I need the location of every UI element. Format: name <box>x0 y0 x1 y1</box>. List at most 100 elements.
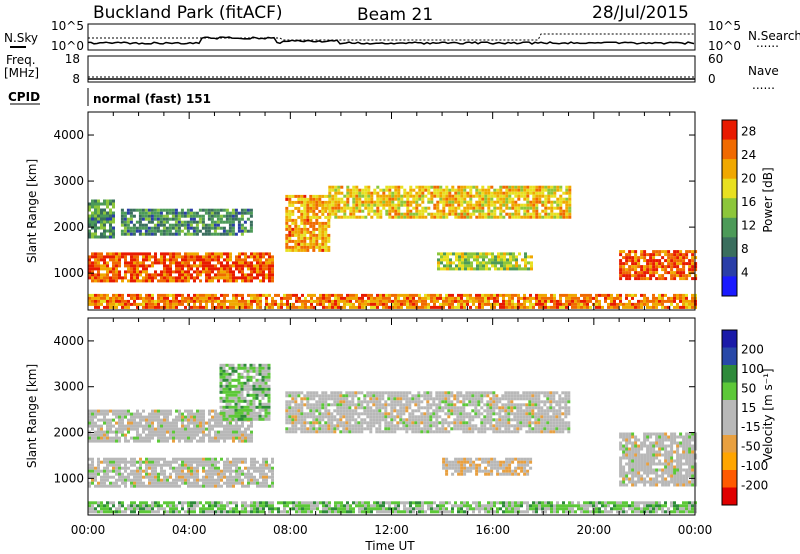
velocity-cell <box>148 412 151 416</box>
power-cell <box>190 264 193 268</box>
velocity-cell <box>244 466 247 470</box>
power-cell <box>500 258 503 262</box>
power-cell <box>688 271 692 275</box>
velocity-cell <box>127 439 130 443</box>
velocity-cell <box>214 457 217 461</box>
power-cell <box>133 276 136 280</box>
velocity-cell <box>220 469 223 473</box>
power-cell <box>130 270 133 274</box>
power-cell <box>259 255 262 259</box>
velocity-cell <box>148 439 151 443</box>
velocity-cell <box>94 430 97 434</box>
velocity-cell <box>163 415 166 419</box>
power-cell <box>151 273 154 277</box>
power-cell <box>457 293 460 297</box>
power-cell <box>619 262 623 266</box>
power-cell <box>172 276 175 280</box>
power-cell <box>159 214 163 218</box>
velocity-cell <box>228 378 232 382</box>
power-cell <box>199 299 202 303</box>
velocity-cell <box>309 421 313 425</box>
power-cell <box>355 299 358 303</box>
power-cell <box>568 302 571 306</box>
power-cell <box>123 226 127 230</box>
power-cell <box>225 211 229 215</box>
power-y-tick-label: 2000 <box>53 220 84 234</box>
power-cell <box>556 197 560 201</box>
power-cell <box>115 264 118 268</box>
power-cell <box>508 293 511 297</box>
power-cell <box>127 267 130 271</box>
power-cell <box>370 200 374 204</box>
power-cell <box>88 217 91 221</box>
power-cell <box>379 200 383 204</box>
power-cell <box>376 296 379 300</box>
power-cell <box>174 211 178 215</box>
velocity-cell <box>267 366 271 370</box>
velocity-cell <box>100 424 103 428</box>
power-cell <box>231 208 235 212</box>
power-cell <box>352 191 356 195</box>
power-cell <box>367 200 371 204</box>
power-cell <box>312 233 316 237</box>
power-cell <box>193 276 196 280</box>
power-cell <box>265 302 268 306</box>
power-cell <box>103 255 106 259</box>
velocity-cell <box>232 469 235 473</box>
velocity-cell <box>408 412 412 416</box>
power-cell <box>436 299 439 303</box>
velocity-cell <box>184 457 187 461</box>
velocity-cell <box>181 433 184 437</box>
power-cell <box>541 194 545 198</box>
power-cell <box>163 273 166 277</box>
power-cell <box>349 305 352 309</box>
power-cell <box>391 215 395 219</box>
power-cell <box>427 200 431 204</box>
velocity-cell <box>205 463 208 467</box>
power-cell <box>220 252 223 256</box>
velocity-cell <box>100 469 103 473</box>
velocity-cell <box>115 415 118 419</box>
power-cell <box>103 220 106 224</box>
power-cell <box>165 220 169 224</box>
power-cell <box>349 302 352 306</box>
velocity-cell <box>106 475 109 479</box>
power-cell <box>319 293 322 297</box>
velocity-cell <box>247 439 250 443</box>
velocity-cell <box>402 412 406 416</box>
power-cell <box>628 253 632 257</box>
power-cell <box>199 255 202 259</box>
velocity-cell <box>205 469 208 473</box>
velocity-cell <box>136 472 139 476</box>
power-cell <box>388 293 391 297</box>
power-cell <box>388 197 392 201</box>
velocity-cell <box>91 466 94 470</box>
power-cell <box>94 279 97 283</box>
velocity-cell <box>357 421 361 425</box>
velocity-cell <box>127 466 130 470</box>
power-cell <box>303 194 307 198</box>
power-cell <box>91 223 94 227</box>
velocity-cell <box>249 366 253 370</box>
velocity-cell <box>360 427 364 431</box>
power-cell <box>202 255 205 259</box>
power-cell <box>463 215 467 219</box>
power-cell <box>502 293 505 297</box>
power-cell <box>518 252 521 256</box>
power-cell <box>601 305 604 309</box>
power-cell <box>307 305 310 309</box>
velocity-cell <box>324 415 328 419</box>
power-cell <box>506 252 509 256</box>
power-cell <box>394 209 398 213</box>
power-cell <box>562 215 566 219</box>
power-cell <box>166 302 169 306</box>
power-cell <box>661 256 665 260</box>
power-cell <box>112 258 115 262</box>
velocity-cell <box>199 430 202 434</box>
velocity-cell <box>369 409 373 413</box>
power-cell <box>219 208 223 212</box>
power-cell <box>397 191 401 195</box>
power-cell <box>288 194 292 198</box>
power-cell <box>466 299 469 303</box>
